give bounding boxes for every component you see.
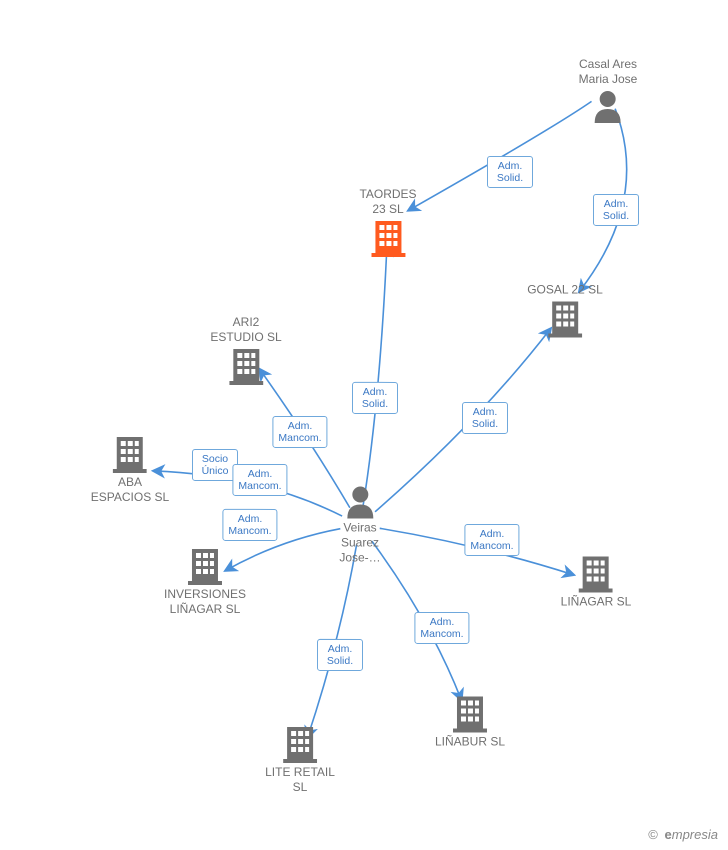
edge-label: Socio Único (192, 449, 238, 481)
person-icon (579, 89, 638, 123)
edge-label: Adm. Mancom. (232, 464, 287, 496)
company-node[interactable]: TAORDES 23 SL (359, 187, 416, 257)
person-icon (339, 485, 380, 519)
company-node[interactable]: LIÑABUR SL (435, 695, 505, 750)
node-label: GOSAL 22 SL (527, 283, 603, 298)
building-icon (210, 347, 281, 385)
building-icon (265, 725, 335, 763)
edges-layer (0, 0, 728, 850)
company-node[interactable]: INVERSIONES LIÑAGAR SL (164, 547, 246, 617)
brand-rest: mpresia (672, 827, 718, 842)
node-label: ABA ESPACIOS SL (91, 475, 169, 505)
edge-label: Adm. Solid. (593, 194, 639, 226)
edge-label: Adm. Solid. (462, 402, 508, 434)
edge-label: Adm. Mancom. (414, 612, 469, 644)
person-node[interactable]: Casal Ares Maria Jose (579, 57, 638, 123)
node-label: LIÑAGAR SL (561, 595, 632, 610)
node-label: LITE RETAIL SL (265, 765, 335, 795)
node-label: Veiras Suarez Jose-… (339, 521, 380, 566)
node-label: LIÑABUR SL (435, 735, 505, 750)
edge-label: Adm. Mancom. (272, 416, 327, 448)
company-node[interactable]: ARI2 ESTUDIO SL (210, 315, 281, 385)
building-icon (359, 219, 416, 257)
node-label: INVERSIONES LIÑAGAR SL (164, 587, 246, 617)
network-diagram: Casal Ares Maria Jose TAORDES 23 SL GOSA… (0, 0, 728, 850)
edge-label: Adm. Mancom. (222, 509, 277, 541)
building-icon (435, 695, 505, 733)
node-label: TAORDES 23 SL (359, 187, 416, 217)
building-icon (561, 555, 632, 593)
node-label: Casal Ares Maria Jose (579, 57, 638, 87)
edge (363, 246, 387, 505)
person-node[interactable]: Veiras Suarez Jose-… (339, 485, 380, 566)
watermark: © empresia (648, 827, 718, 842)
company-node[interactable]: ABA ESPACIOS SL (91, 435, 169, 505)
company-node[interactable]: LIÑAGAR SL (561, 555, 632, 610)
copyright-symbol: © (648, 827, 658, 842)
edge-label: Adm. Mancom. (464, 524, 519, 556)
building-icon (527, 300, 603, 338)
node-label: ARI2 ESTUDIO SL (210, 315, 281, 345)
company-node[interactable]: GOSAL 22 SL (527, 283, 603, 338)
building-icon (91, 435, 169, 473)
edge-label: Adm. Solid. (487, 156, 533, 188)
edge-label: Adm. Solid. (352, 382, 398, 414)
brand-first-letter: e (665, 827, 672, 842)
company-node[interactable]: LITE RETAIL SL (265, 725, 335, 795)
building-icon (164, 547, 246, 585)
edge-label: Adm. Solid. (317, 639, 363, 671)
